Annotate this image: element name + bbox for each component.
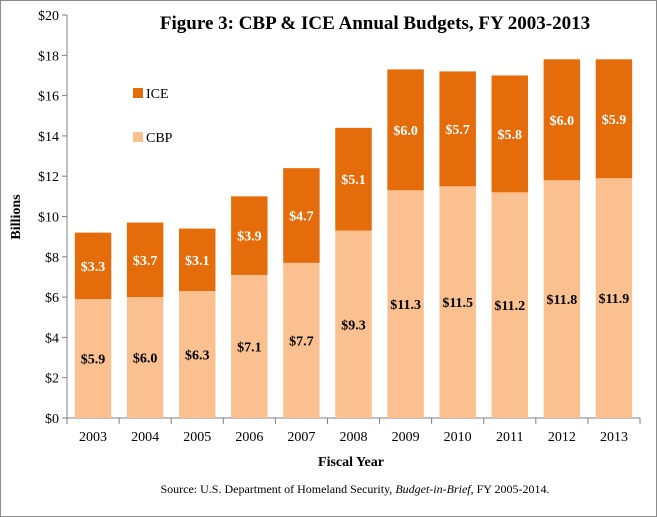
data-label-ice-2011: $5.8: [498, 128, 523, 143]
legend-label-cbp: CBP: [146, 131, 173, 146]
bar-cbp-2006: [231, 274, 268, 418]
y-tick-label: $16: [38, 90, 59, 105]
bar-cbp-2011: [491, 192, 529, 418]
bars: $5.9 $3.3 $6.0 $3.7 $6.3 $3.1 $7.1 $3.9 $7.7 $4.7…: [74, 59, 633, 418]
bar-cbp-2012: [543, 180, 581, 418]
bar-cbp-2010: [439, 186, 476, 418]
data-label-ice-2003: $3.3: [81, 260, 106, 275]
data-label-cbp-2008: $9.3: [341, 318, 366, 333]
y-tick-label: $0: [45, 412, 59, 427]
data-label-cbp-2009: $11.3: [390, 298, 421, 313]
y-tick-label: $2: [45, 372, 59, 387]
bar-cbp-2007: [283, 262, 320, 418]
bar-ice-2012: [543, 59, 581, 181]
bar-cbp-2009: [387, 190, 424, 418]
bar-ice-2006: [231, 196, 268, 275]
data-label-ice-2005: $3.1: [185, 254, 210, 269]
bar-cbp-2003: [74, 299, 112, 418]
legend-swatch-cbp: [133, 132, 143, 142]
data-label-cbp-2006: $7.1: [237, 340, 262, 355]
x-tick-label: 2008: [340, 430, 368, 445]
bar-ice-2004: [126, 222, 164, 298]
bar-cbp-2013: [595, 178, 633, 418]
x-tick-label: 2005: [183, 430, 211, 445]
data-label-cbp-2013: $11.9: [599, 292, 630, 307]
data-label-cbp-2004: $6.0: [133, 352, 158, 367]
legend-label-ice: ICE: [146, 87, 169, 102]
bar-ice-2007: [283, 168, 320, 263]
x-tick-label: 2011: [496, 430, 523, 445]
y-tick-label: $12: [38, 170, 59, 185]
bar-cbp-2008: [335, 230, 372, 418]
source-note: Source: U.S. Department of Homeland Secu…: [160, 482, 549, 496]
y-tick-label: $6: [45, 291, 59, 306]
data-label-ice-2008: $5.1: [341, 173, 366, 188]
bar-cbp-2005: [178, 291, 216, 418]
x-tick-label: 2009: [392, 430, 420, 445]
y-tick-label: $14: [38, 130, 59, 145]
data-label-ice-2004: $3.7: [133, 254, 158, 269]
data-label-ice-2012: $6.0: [550, 114, 575, 129]
legend: ICE CBP: [133, 87, 173, 146]
data-label-cbp-2011: $11.2: [494, 299, 525, 314]
data-label-ice-2009: $6.0: [393, 124, 418, 139]
data-label-ice-2013: $5.9: [602, 113, 627, 128]
bar-ice-2013: [595, 59, 633, 179]
y-tick-label: $4: [45, 331, 59, 346]
x-tick-label: 2006: [235, 430, 263, 445]
bar-ice-2003: [74, 232, 112, 300]
data-label-cbp-2012: $11.8: [546, 293, 577, 308]
data-label-cbp-2007: $7.7: [289, 334, 314, 349]
x-tick-label: 2012: [548, 430, 576, 445]
chart-title: Figure 3: CBP & ICE Annual Budgets, FY 2…: [160, 13, 590, 34]
y-axis-label: Billions: [9, 194, 24, 240]
data-label-ice-2007: $4.7: [289, 209, 314, 224]
bar-ice-2010: [439, 71, 476, 187]
legend-swatch-ice: [133, 88, 143, 98]
x-tick-label: 2010: [444, 430, 472, 445]
y-tick-label: $10: [38, 211, 59, 226]
bar-ice-2009: [387, 69, 424, 191]
x-tick-label: 2003: [79, 430, 107, 445]
data-label-ice-2010: $5.7: [445, 123, 470, 138]
x-tick-label: 2013: [600, 430, 628, 445]
y-tick-label: $18: [38, 49, 59, 64]
x-tick-label: 2004: [131, 430, 159, 445]
bar-ice-2008: [335, 127, 372, 231]
data-label-cbp-2010: $11.5: [442, 296, 473, 311]
y-axis: $0 $2 $4 $6 $8 $10 $12 $14 $16 $18 $20: [38, 9, 68, 427]
y-tick-label: $20: [38, 9, 59, 24]
data-label-ice-2006: $3.9: [237, 230, 262, 245]
bar-ice-2005: [178, 228, 216, 292]
bar-cbp-2004: [126, 297, 164, 418]
x-axis-label: Fiscal Year: [318, 455, 384, 470]
data-label-cbp-2005: $6.3: [185, 349, 210, 364]
bar-ice-2011: [491, 75, 529, 193]
x-tick-label: 2007: [287, 430, 315, 445]
data-label-cbp-2003: $5.9: [81, 353, 106, 368]
y-tick-label: $8: [45, 251, 59, 266]
x-axis: 2003 2004 2005 2006 2007 2008 2009 2010 2011 2012…: [66, 417, 641, 445]
